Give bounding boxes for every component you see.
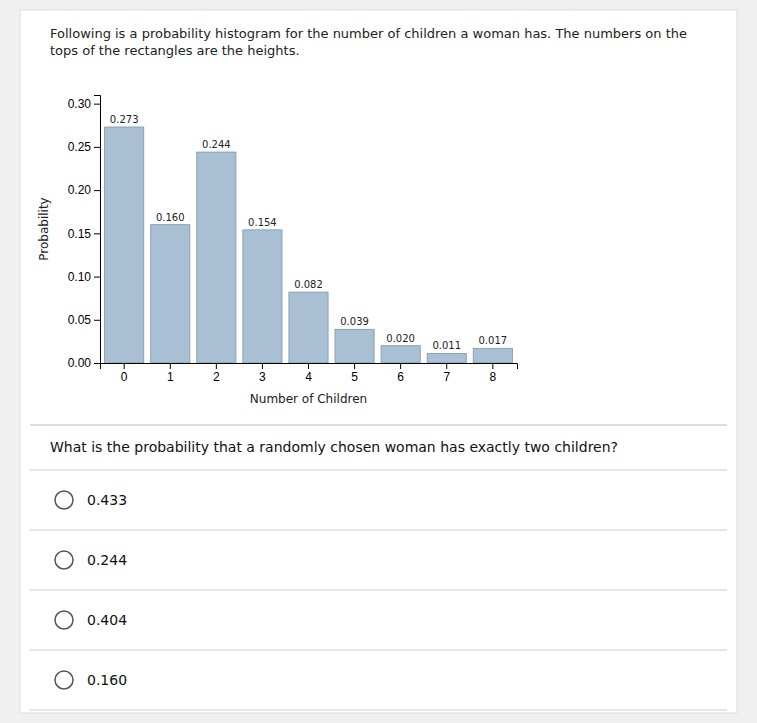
choice-separator bbox=[30, 590, 727, 591]
y-tick: 0.05 bbox=[68, 313, 100, 327]
bar bbox=[335, 329, 374, 363]
choice[interactable]: 0.433 bbox=[30, 470, 727, 509]
x-tick-label: 3 bbox=[259, 370, 266, 384]
y-tick: 0.10 bbox=[68, 270, 100, 284]
radio-button[interactable] bbox=[55, 611, 73, 629]
bar bbox=[381, 346, 420, 363]
x-tick-label: 2 bbox=[213, 370, 220, 384]
x-axis-line bbox=[101, 364, 518, 370]
y-tick: 0.00 bbox=[68, 356, 100, 370]
y-tick-label: 0.25 bbox=[68, 140, 92, 154]
y-tick-label: 0.30 bbox=[68, 97, 92, 111]
y-tick-mark bbox=[94, 147, 100, 148]
x-axis: 0 1 2 3 4 5 6 7 8 bbox=[101, 363, 518, 384]
y-tick-mark bbox=[94, 320, 100, 321]
choice[interactable]: 0.244 bbox=[30, 530, 727, 569]
x-tick: 8 bbox=[489, 363, 496, 384]
x-tick: 0 bbox=[121, 363, 128, 384]
bar bbox=[243, 230, 282, 363]
x-tick-mark bbox=[216, 363, 217, 369]
separator bbox=[30, 425, 727, 426]
bar bbox=[473, 348, 512, 363]
x-tick: 4 bbox=[305, 363, 312, 384]
x-tick-label: 1 bbox=[167, 370, 174, 384]
x-tick-mark bbox=[124, 363, 125, 369]
bar bbox=[197, 152, 236, 363]
y-tick-label: 0.20 bbox=[68, 183, 92, 197]
y-tick: 0.20 bbox=[68, 183, 100, 197]
x-tick-mark bbox=[262, 363, 263, 369]
data-label: 0.082 bbox=[294, 279, 323, 290]
radio-button[interactable] bbox=[55, 671, 73, 689]
bar bbox=[289, 292, 328, 363]
y-tick-label: 0.05 bbox=[68, 313, 92, 327]
bar bbox=[427, 353, 466, 363]
chart-root: Following is a probability histogram for… bbox=[0, 0, 757, 723]
y-tick-mark bbox=[94, 277, 100, 278]
choice-label[interactable]: 0.244 bbox=[87, 552, 127, 568]
y-tick: 0.25 bbox=[68, 140, 100, 154]
y-axis: 0.00 0.05 0.10 0.15 0.20 0.25 0.30 bbox=[68, 96, 101, 371]
choice[interactable]: 0.160 bbox=[30, 650, 727, 689]
x-axis-title: Number of Children bbox=[250, 392, 367, 406]
x-tick: 2 bbox=[213, 363, 220, 384]
y-tick-mark bbox=[94, 104, 100, 105]
choice-separator bbox=[30, 710, 727, 711]
choices: 0.433 0.244 0.404 0.160 bbox=[30, 470, 727, 689]
y-tick: 0.30 bbox=[68, 97, 100, 111]
data-label: 0.020 bbox=[386, 333, 415, 344]
x-tick-mark bbox=[170, 363, 171, 369]
data-label: 0.273 bbox=[110, 114, 139, 125]
choice-label[interactable]: 0.404 bbox=[87, 612, 127, 628]
data-label: 0.244 bbox=[202, 139, 231, 150]
data-labels: 0.273 0.160 0.244 0.154 0.082 0.039 0.020 0.011… bbox=[110, 114, 507, 352]
x-tick-label: 0 bbox=[121, 370, 128, 384]
data-label: 0.011 bbox=[432, 340, 461, 351]
x-tick: 1 bbox=[167, 363, 174, 384]
x-tick-label: 4 bbox=[305, 370, 312, 384]
choice-label[interactable]: 0.433 bbox=[87, 492, 127, 508]
x-tick-mark bbox=[354, 363, 355, 369]
title: Following is a probability histogram for… bbox=[50, 26, 687, 58]
x-tick-label: 7 bbox=[443, 370, 450, 384]
x-tick: 6 bbox=[397, 363, 404, 384]
radio-button[interactable] bbox=[55, 491, 73, 509]
x-tick-label: 6 bbox=[397, 370, 404, 384]
panel bbox=[20, 10, 737, 713]
x-tick-mark bbox=[308, 363, 309, 369]
y-tick-label: 0.15 bbox=[68, 227, 92, 241]
y-axis-title: Probability bbox=[37, 197, 51, 260]
y-tick-label: 0.10 bbox=[68, 270, 92, 284]
data-label: 0.039 bbox=[340, 316, 369, 327]
choice[interactable]: 0.404 bbox=[30, 590, 727, 629]
choice-label[interactable]: 0.160 bbox=[87, 672, 127, 688]
data-label: 0.017 bbox=[478, 335, 507, 346]
x-tick-mark bbox=[492, 363, 493, 369]
choice-separator bbox=[30, 470, 727, 471]
x-tick: 7 bbox=[443, 363, 450, 384]
bar bbox=[151, 225, 190, 363]
question: What is the probability that a randomly … bbox=[50, 439, 618, 455]
choice-separator bbox=[30, 650, 727, 651]
y-tick-mark bbox=[94, 190, 100, 191]
choice-separator bbox=[30, 530, 727, 531]
radio-button[interactable] bbox=[55, 551, 73, 569]
x-tick: 5 bbox=[351, 363, 358, 384]
y-tick-label: 0.00 bbox=[68, 356, 92, 370]
data-label: 0.154 bbox=[248, 217, 277, 228]
y-tick: 0.15 bbox=[68, 227, 100, 241]
x-tick: 3 bbox=[259, 363, 266, 384]
x-tick-label: 5 bbox=[351, 370, 358, 384]
x-tick-mark bbox=[446, 363, 447, 369]
y-tick-mark bbox=[94, 233, 100, 234]
data-label: 0.160 bbox=[156, 212, 185, 223]
x-tick-label: 8 bbox=[489, 370, 496, 384]
bars bbox=[105, 127, 513, 363]
y-axis-line bbox=[94, 96, 101, 364]
bar bbox=[105, 127, 144, 363]
x-tick-mark bbox=[400, 363, 401, 369]
y-tick-mark bbox=[94, 363, 100, 364]
